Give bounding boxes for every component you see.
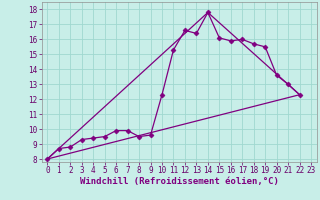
X-axis label: Windchill (Refroidissement éolien,°C): Windchill (Refroidissement éolien,°C) xyxy=(80,177,279,186)
